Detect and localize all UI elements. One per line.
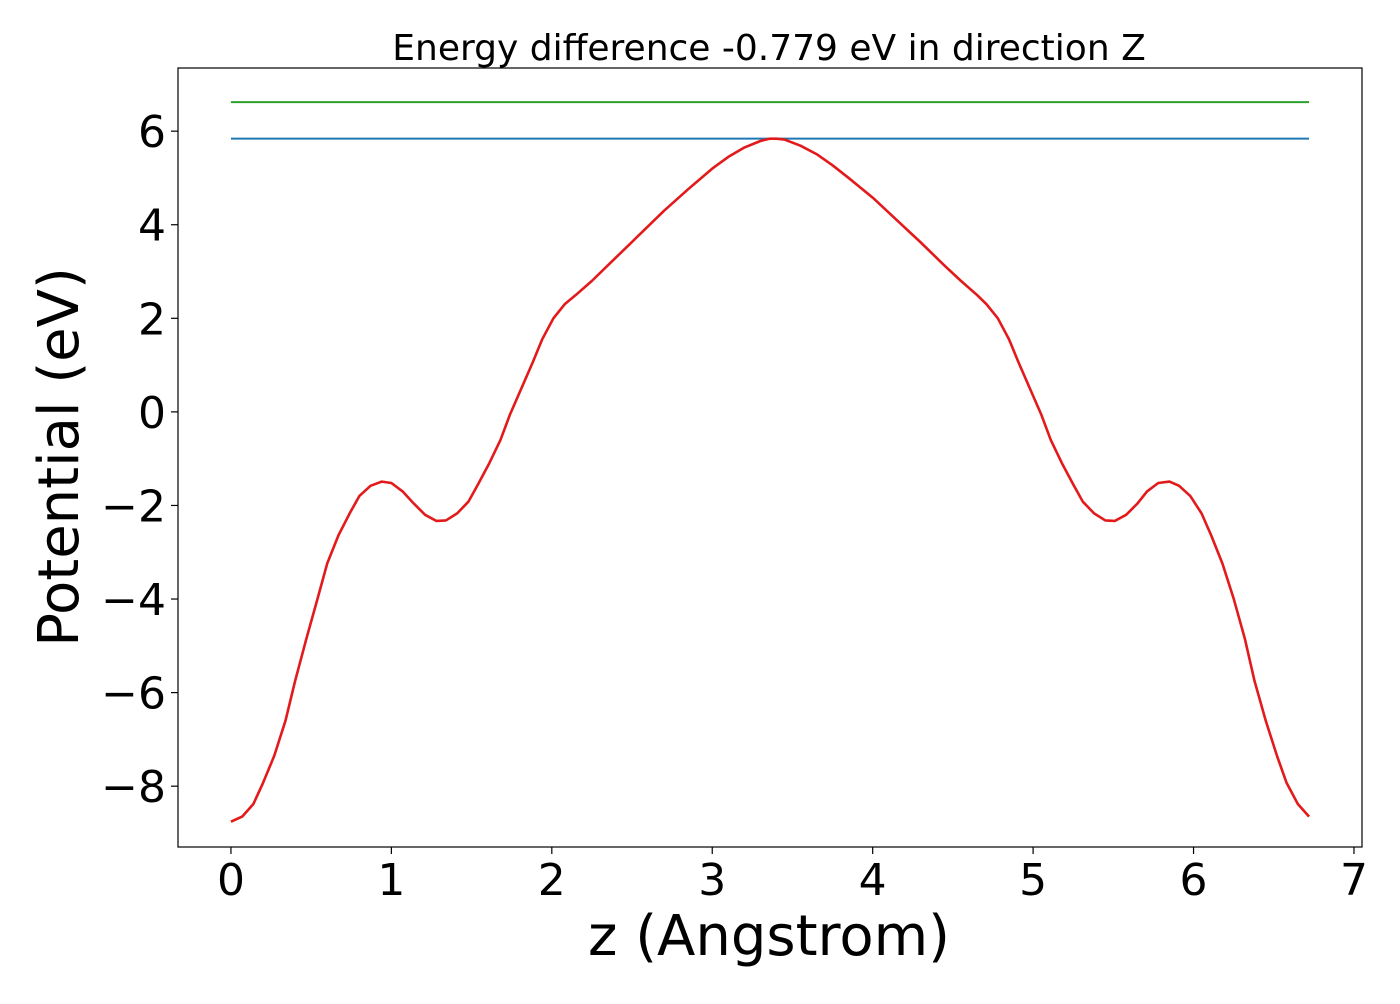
y-tick-label: −6 [101, 669, 166, 720]
y-axis-label: Potential (eV) [27, 267, 92, 647]
x-tick-label: 2 [538, 855, 566, 906]
x-tick-label: 6 [1180, 855, 1208, 906]
y-tick-label: 6 [138, 107, 166, 158]
x-tick-label: 4 [859, 855, 887, 906]
series-line-2 [230, 137, 1311, 823]
x-tick-label: 3 [698, 855, 726, 906]
x-tick-label: 1 [377, 855, 405, 906]
y-tick-label: 0 [138, 388, 166, 439]
y-tick-label: −8 [101, 762, 166, 813]
x-tick-label: 5 [1019, 855, 1047, 906]
x-tick-label: 0 [217, 855, 245, 906]
y-tick-label: −2 [101, 481, 166, 532]
x-axis-label: z (Angstrom) [588, 904, 950, 969]
y-tick-label: −4 [101, 575, 166, 626]
plot-area: 0 1 2 3 4 5 6 7 −8 −6 −4 −2 0 2 4 6 [101, 67, 1368, 906]
x-tick-label: 7 [1340, 855, 1368, 906]
axes-frame [177, 67, 1363, 848]
y-tick-label: 4 [138, 201, 166, 252]
y-tick-label: 2 [138, 294, 166, 345]
chart-title: Energy difference -0.779 eV in direction… [392, 28, 1146, 69]
